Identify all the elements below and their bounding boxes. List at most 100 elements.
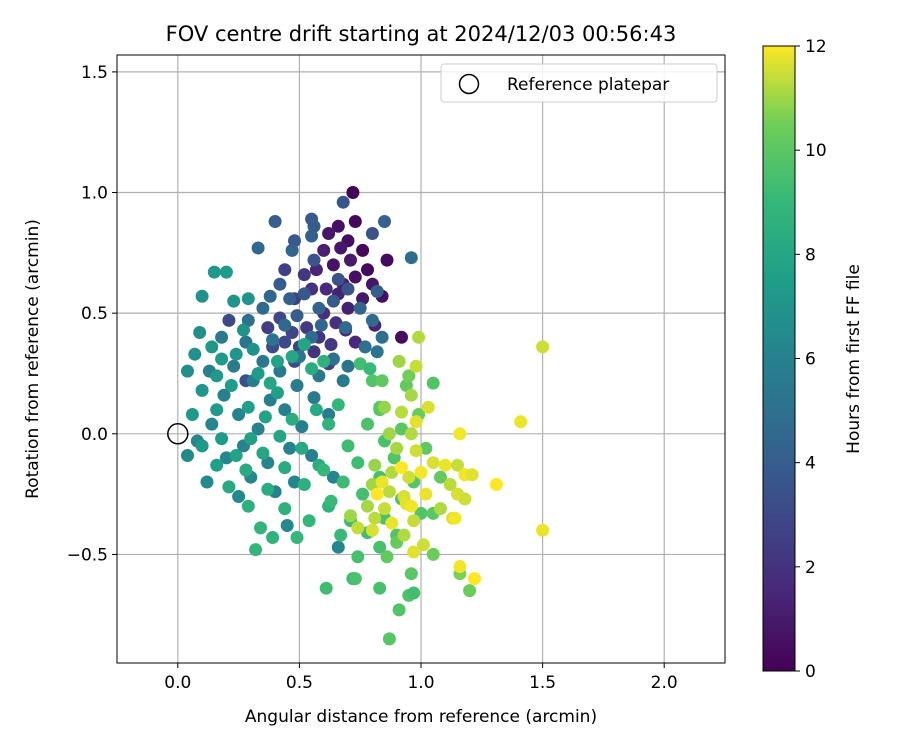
data-point [336,374,350,388]
data-point [181,449,194,462]
data-point [331,272,345,286]
data-point [285,412,299,426]
colorbar-tick-label: 10 [805,141,827,161]
data-point [241,313,255,327]
data-point [295,441,309,455]
data-points [181,186,550,646]
data-point [261,456,275,470]
data-point [348,215,362,228]
data-point [380,550,394,564]
data-point [412,330,426,344]
data-point [351,521,365,535]
data-point [217,388,231,402]
data-point [278,335,292,349]
data-point [341,439,355,453]
data-point [382,427,396,441]
data-point [195,289,209,303]
data-point [219,265,233,279]
data-point [458,492,472,506]
data-point [407,586,421,600]
colorbar-tick-label: 8 [805,245,816,265]
data-point [326,258,340,272]
data-point [361,417,374,431]
data-point [426,376,440,390]
data-point [514,415,528,429]
data-point [288,475,301,489]
data-point [251,422,265,436]
data-point [312,301,326,315]
data-point [395,461,408,475]
data-point [241,292,255,306]
data-point [331,540,345,554]
data-point [409,415,423,429]
data-point [348,335,362,349]
data-point [353,301,367,315]
data-point [322,227,336,240]
colorbar-tick-label: 2 [805,558,816,578]
data-point [188,347,202,361]
data-point [314,318,328,332]
data-point [200,475,214,489]
data-point [375,475,389,489]
data-point [295,420,309,434]
data-point [378,215,391,228]
data-point [331,219,345,233]
data-point [536,340,550,354]
data-point [402,470,416,484]
data-point [232,490,246,503]
data-point [329,316,343,330]
data-point [215,330,229,344]
data-point [341,359,355,373]
data-point [392,603,406,617]
y-tick-label: −0.5 [67,545,108,565]
data-point [344,509,357,523]
data-point [278,318,292,332]
data-point [358,340,372,354]
data-point [390,441,404,455]
data-point [285,243,299,257]
data-point [268,215,282,228]
data-point [324,338,338,351]
data-point [256,446,270,460]
colorbar: 0 2 4 6 8 10 12 Hours from first FF file [762,37,864,682]
data-point [365,227,379,240]
x-tick-label: 1.5 [529,673,556,693]
data-point [465,468,479,482]
data-point [222,313,236,327]
data-point [326,352,340,366]
data-point [378,502,391,516]
data-point [356,487,370,501]
data-point [305,362,319,376]
data-point [453,560,467,573]
data-point [317,354,331,368]
data-point [227,359,241,373]
data-point [249,543,263,557]
data-point [195,439,209,453]
data-point [326,294,340,308]
data-point [290,379,304,392]
grid-lines [117,55,725,663]
data-point [375,330,389,344]
data-point [322,417,336,431]
data-point [254,521,267,535]
data-point [409,359,423,373]
data-point [365,523,379,537]
data-point [368,511,382,525]
colorbar-tick-label: 6 [805,350,816,370]
data-point [463,584,477,598]
data-point [307,219,321,233]
x-tick-label: 1.0 [407,673,434,693]
data-point [229,347,243,361]
data-point [319,581,333,595]
x-tick-label: 0.5 [286,673,313,693]
data-point [283,441,297,455]
data-point [290,531,304,544]
data-point [210,403,224,417]
data-point [324,494,338,508]
data-point [409,444,423,458]
data-point [434,502,447,516]
data-point [185,408,199,421]
data-point [426,456,440,470]
data-point [426,547,440,561]
